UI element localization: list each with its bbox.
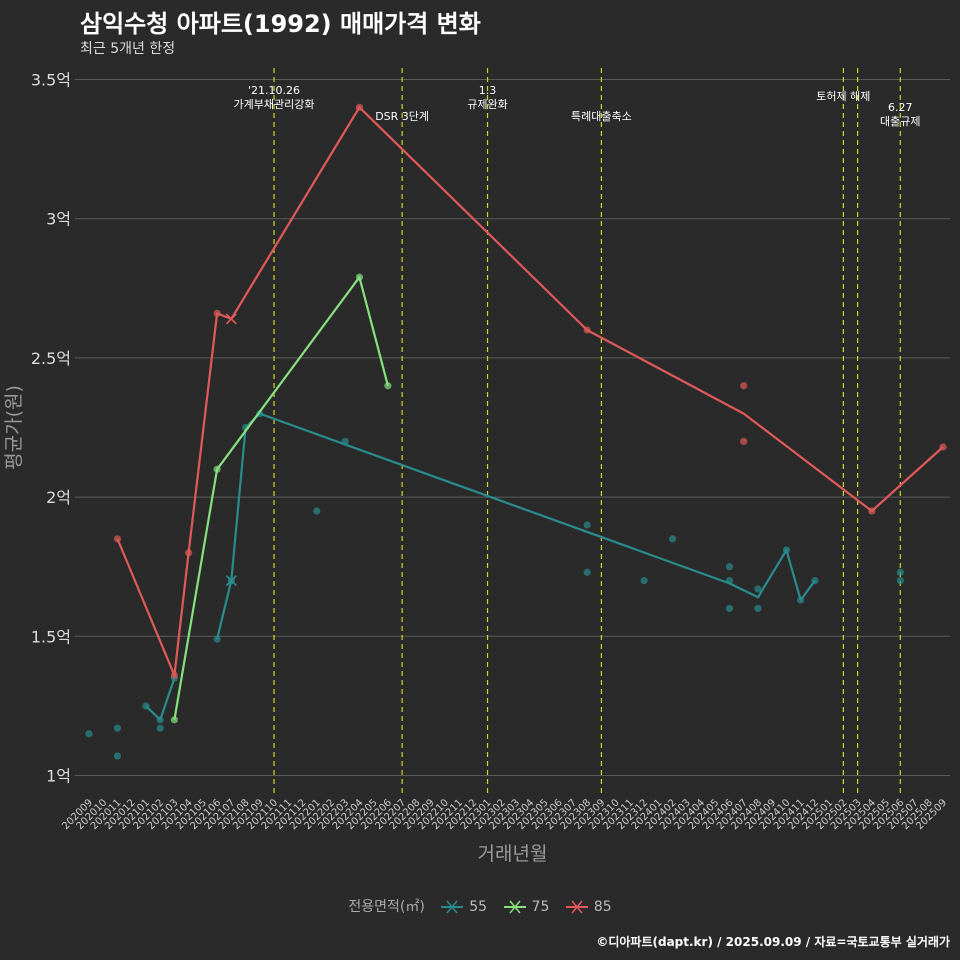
- data-point-55: [341, 437, 349, 446]
- y-tick-label: 3억: [46, 210, 71, 229]
- data-point-55: [213, 635, 221, 643]
- legend-key-55: [441, 900, 464, 914]
- legend-item-85[interactable]: 85: [564, 897, 612, 917]
- policy-annotation: 규제완화: [467, 98, 507, 111]
- y-tick-label: 2억: [46, 488, 71, 507]
- data-point-55: [896, 577, 904, 585]
- x-axis-label: 거래년월: [478, 843, 548, 865]
- cross-marker-55: [225, 575, 237, 587]
- series-line-55: [145, 677, 176, 721]
- data-point-85: [939, 443, 947, 451]
- policy-annotation: 가계부채관리강화: [234, 98, 315, 111]
- policy-annotation: 6.27: [888, 101, 913, 114]
- data-point-55: [113, 752, 122, 760]
- data-point-85: [740, 437, 748, 446]
- data-point-55: [156, 724, 164, 732]
- data-point-55: [754, 585, 762, 593]
- data-point-75: [355, 273, 364, 281]
- series-line-55: [216, 412, 816, 640]
- cross-marker-85: [225, 313, 237, 325]
- legend-label-85: 85: [593, 899, 612, 915]
- chart-subtitle: 최근 5개년 한정: [80, 41, 176, 57]
- legend-label-75: 75: [531, 899, 550, 915]
- data-point-55: [668, 535, 677, 543]
- data-point-55: [896, 568, 904, 576]
- legend-item-55[interactable]: 55: [439, 897, 487, 917]
- legend-key-85: [565, 900, 588, 914]
- data-point-55: [583, 521, 591, 529]
- legend-title: 전용면적(㎡): [348, 899, 425, 915]
- data-point-85: [740, 382, 748, 390]
- policy-annotation: '21.10.26: [248, 84, 300, 97]
- data-point-55: [797, 596, 805, 604]
- legend-item-75[interactable]: 75: [502, 897, 550, 917]
- data-point-55: [811, 577, 819, 585]
- policy-annotation: 토허제 해제: [816, 89, 870, 103]
- data-point-85: [170, 671, 178, 679]
- data-point-75: [213, 465, 221, 473]
- data-point-75: [384, 382, 392, 390]
- data-point-55: [725, 577, 734, 585]
- data-point-75: [170, 716, 178, 724]
- data-point-85: [868, 507, 876, 515]
- data-point-55: [156, 716, 164, 724]
- series-line-75: [173, 276, 389, 720]
- data-point-55: [754, 604, 762, 613]
- legend-label-55: 55: [469, 899, 488, 915]
- data-point-55: [85, 730, 93, 738]
- data-point-55: [725, 563, 734, 571]
- chart-title: 삼익수청 아파트(1992) 매매가격 변화: [80, 10, 481, 38]
- source-caption: ©디아파트(dapt.kr) / 2025.09.09 / 자료=국토교통부 실…: [596, 935, 950, 949]
- y-tick-label: 1억: [46, 767, 71, 786]
- data-point-55: [142, 702, 150, 710]
- data-point-85: [185, 549, 193, 557]
- y-axis-label: 평균가(원): [3, 385, 25, 470]
- data-point-85: [113, 535, 122, 543]
- policy-annotation: 1.3: [479, 84, 497, 97]
- policy-annotation: DSR 3단계: [375, 110, 429, 123]
- y-tick-label: 1.5억: [31, 627, 71, 646]
- y-tick-label: 3.5억: [31, 70, 71, 89]
- data-point-55: [640, 577, 648, 585]
- data-point-55: [113, 724, 122, 732]
- data-point-85: [213, 309, 221, 317]
- data-point-85: [355, 103, 364, 111]
- data-point-55: [782, 546, 791, 554]
- policy-annotation: 특례대출축소: [571, 110, 632, 123]
- data-point-55: [725, 604, 734, 613]
- legend: 전용면적(㎡) 55 75 85: [0, 896, 960, 917]
- policy-annotation: 대출규제: [880, 115, 920, 128]
- y-tick-label: 2.5억: [31, 349, 71, 368]
- data-point-55: [313, 507, 321, 515]
- series-line-85: [116, 106, 944, 677]
- data-point-55: [583, 568, 591, 576]
- legend-key-75: [503, 900, 526, 914]
- data-point-85: [583, 326, 591, 334]
